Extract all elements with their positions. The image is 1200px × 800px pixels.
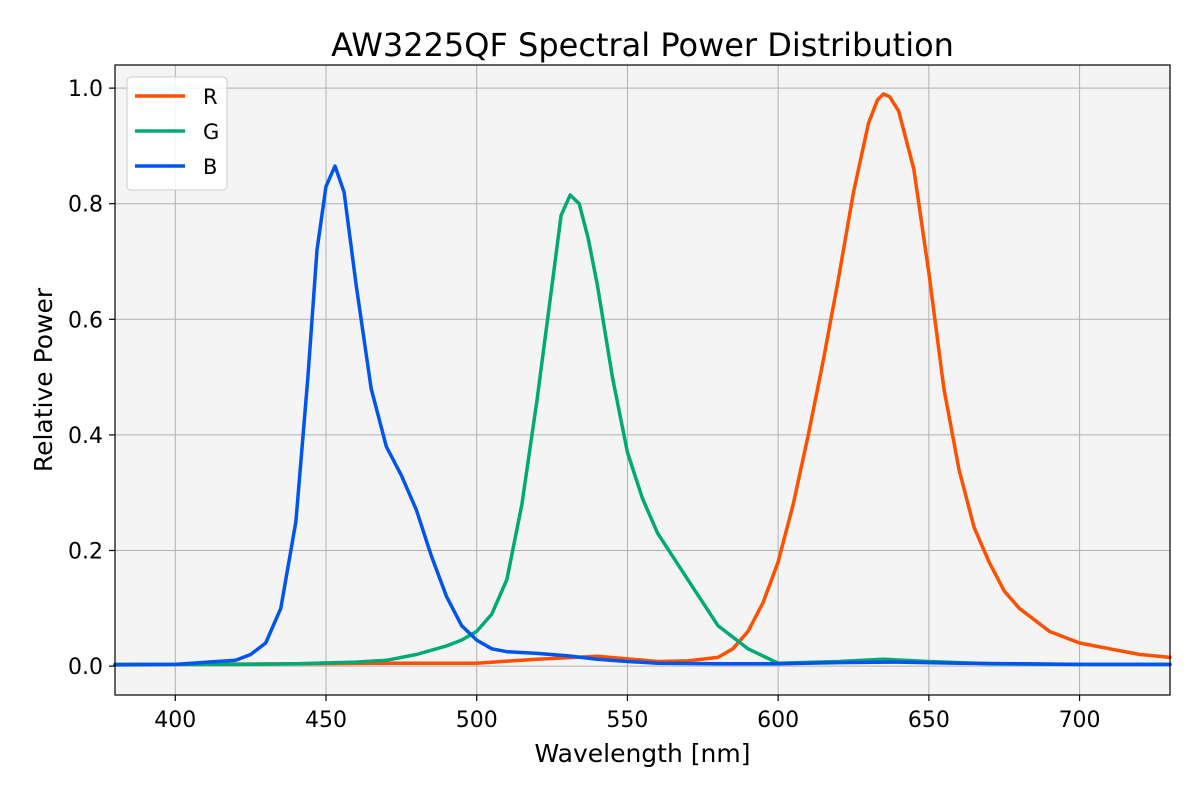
legend-label-r: R <box>203 85 218 109</box>
x-tick-label: 550 <box>606 708 648 733</box>
y-tick-label: 0.6 <box>68 308 103 333</box>
legend-label-g: G <box>203 120 219 144</box>
y-tick-label: 0.0 <box>68 655 103 680</box>
axis-ticks: 400 450 500 550 600 650 700 0.0 0.2 0.4 0.6 0.8 1.0 <box>68 77 1101 733</box>
x-tick-label: 500 <box>456 708 498 733</box>
x-axis-label: Wavelength [nm] <box>535 739 751 768</box>
plot-background <box>115 65 1170 695</box>
y-axis-label: Relative Power <box>29 287 58 472</box>
x-tick-label: 400 <box>154 708 196 733</box>
chart-title: AW3225QF Spectral Power Distribution <box>331 26 954 64</box>
y-tick-label: 0.4 <box>68 424 103 449</box>
series-layer <box>113 92 1172 667</box>
legend-label-b: B <box>203 155 217 179</box>
x-tick-label: 650 <box>908 708 950 733</box>
y-tick-label: 0.8 <box>68 193 103 218</box>
plot-frame <box>114 64 1171 696</box>
x-tick-label: 700 <box>1059 708 1101 733</box>
legend: RGB <box>126 76 228 191</box>
series-line-b <box>113 164 1172 667</box>
legend-box <box>126 76 228 191</box>
x-tick-label: 450 <box>305 708 347 733</box>
y-tick-label: 0.2 <box>68 540 103 565</box>
series-line-r <box>113 92 1172 667</box>
x-tick-label: 600 <box>757 708 799 733</box>
y-tick-label: 1.0 <box>68 77 103 102</box>
